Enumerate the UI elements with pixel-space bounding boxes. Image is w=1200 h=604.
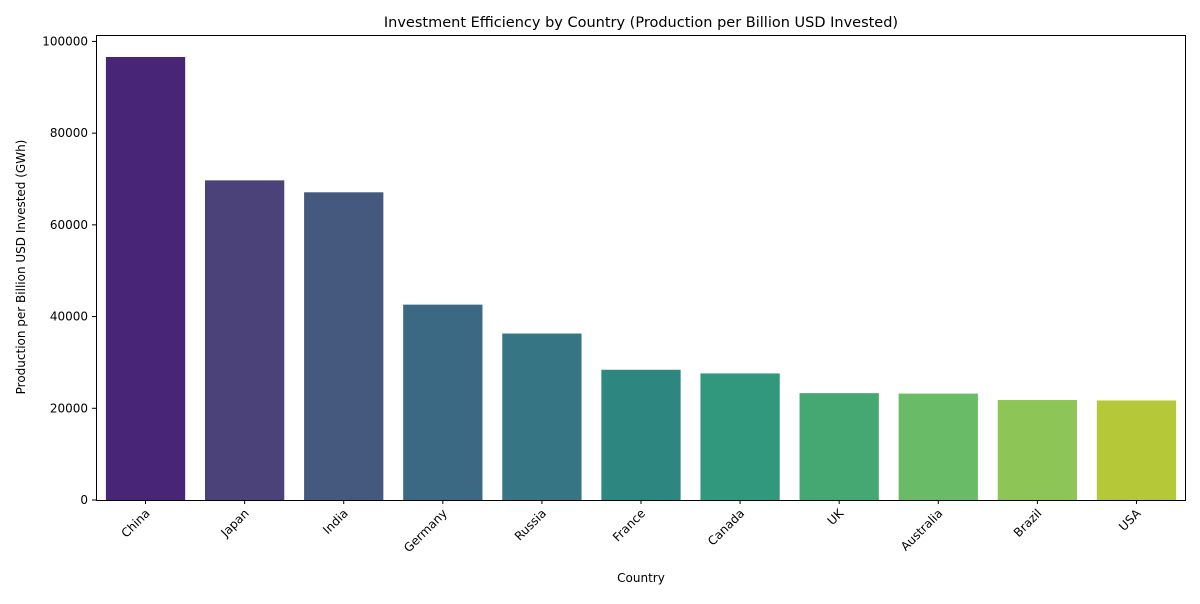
x-tick-label: UK	[825, 505, 847, 527]
x-tick-label: Russia	[512, 506, 549, 543]
plot-frame-top	[96, 35, 1186, 36]
x-tick-label: Canada	[705, 506, 747, 548]
y-tick-label: 20000	[50, 401, 88, 415]
x-tick-label: Australia	[898, 506, 945, 553]
x-tick-label: India	[320, 506, 351, 537]
y-axis: 0 20000 40000 60000 80000 100000	[42, 34, 96, 507]
x-axis: China Japan India Germany Russia France Canada…	[119, 500, 1144, 555]
x-tick-label: Germany	[401, 506, 450, 555]
bar-japan	[205, 180, 285, 501]
bars-group	[105, 57, 1177, 501]
y-tick-label: 60000	[50, 218, 88, 232]
bar-germany	[403, 304, 483, 500]
x-tick-label: Japan	[217, 506, 251, 540]
chart-title: Investment Efficiency by Country (Produc…	[384, 15, 898, 31]
y-tick-label: 40000	[50, 310, 88, 324]
x-tick-label: Brazil	[1011, 506, 1045, 540]
y-tick-label: 80000	[50, 126, 88, 140]
bar-france	[601, 369, 681, 500]
x-tick-label: USA	[1116, 506, 1144, 534]
plot-frame-bottom	[96, 500, 1186, 501]
bar-brazil	[997, 400, 1077, 500]
bar-uk	[799, 393, 879, 500]
y-tick-label: 100000	[42, 34, 88, 48]
bar-canada	[700, 373, 780, 500]
plot-frame-left	[96, 35, 97, 501]
bar-australia	[898, 393, 978, 500]
bar-russia	[502, 333, 582, 500]
x-tick-label: France	[610, 506, 648, 544]
bar-india	[304, 192, 384, 500]
bar-china	[105, 57, 186, 500]
x-tick-label: China	[119, 506, 153, 540]
y-tick-label: 0	[80, 493, 88, 507]
x-axis-label: Country	[617, 571, 665, 585]
bar-usa	[1096, 400, 1177, 500]
plot-frame-right	[1185, 35, 1186, 501]
y-axis-label: Production per Billion USD Invested (GWh…	[14, 140, 28, 395]
